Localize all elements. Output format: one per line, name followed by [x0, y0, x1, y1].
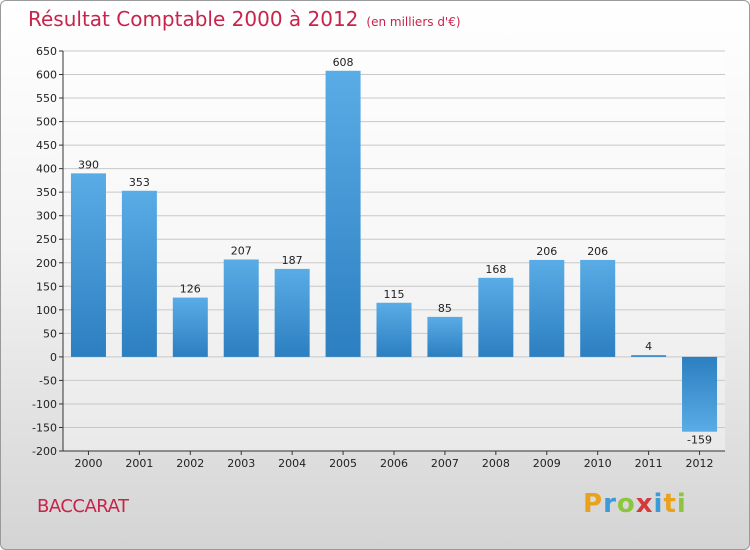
y-tick-label: 550: [36, 92, 57, 105]
bar-2001: [121, 190, 157, 357]
y-tick-label: 400: [36, 163, 57, 176]
data-label-2003: 207: [231, 244, 252, 257]
bar-2011: [631, 355, 667, 357]
x-tick-label: 2011: [635, 457, 663, 470]
bar-2003: [223, 259, 259, 357]
proxiti-logo: Proxiti: [583, 489, 687, 519]
chart-subtitle: (en milliers d'€): [366, 15, 461, 29]
bar-2010: [580, 259, 616, 357]
x-tick-label: 2005: [329, 457, 357, 470]
city-name: BACCARAT: [37, 496, 129, 517]
x-tick-label: 2002: [176, 457, 204, 470]
x-tick-label: 2003: [227, 457, 255, 470]
data-label-2002: 126: [180, 283, 201, 296]
data-label-2006: 115: [384, 288, 405, 301]
bar-2007: [427, 316, 463, 357]
data-label-2001: 353: [129, 176, 150, 189]
y-tick-label: 350: [36, 186, 57, 199]
data-label-2000: 390: [78, 158, 99, 171]
y-tick-label: -50: [39, 374, 57, 387]
bar-2012: [682, 356, 718, 432]
plot-area: [63, 51, 725, 451]
y-tick-label: 250: [36, 233, 57, 246]
data-label-2005: 608: [333, 56, 354, 69]
bar-2002: [172, 297, 208, 357]
logo-letter: t: [663, 489, 677, 519]
x-tick-label: 2008: [482, 457, 510, 470]
x-tick-label: 2006: [380, 457, 408, 470]
y-tick-label: -200: [32, 445, 57, 458]
logo-letter: i: [653, 489, 664, 519]
y-tick-label: -150: [32, 421, 57, 434]
logo-letter: P: [583, 489, 604, 519]
y-tick-label: 50: [43, 327, 57, 340]
y-tick-label: 450: [36, 139, 57, 152]
title-text: Résultat Comptable 2000 à 2012: [28, 7, 359, 31]
data-label-2009: 206: [536, 245, 557, 258]
y-tick-label: 150: [36, 280, 57, 293]
logo-letter: r: [603, 489, 617, 519]
x-tick-label: 2007: [431, 457, 459, 470]
logo-letter: x: [635, 489, 654, 519]
data-label-2007: 85: [438, 302, 452, 315]
data-label-2012: -159: [687, 434, 712, 447]
chart-title: Résultat Comptable 2000 à 2012 (en millie…: [28, 7, 461, 31]
y-tick-label: 600: [36, 69, 57, 82]
y-tick-label: 0: [50, 351, 57, 364]
x-tick-label: 2009: [533, 457, 561, 470]
y-tick-label: 500: [36, 116, 57, 129]
logo-letter: i: [676, 489, 687, 519]
y-tick-label: 650: [36, 45, 57, 58]
x-tick-label: 2012: [686, 457, 714, 470]
x-tick-label: 2004: [278, 457, 306, 470]
x-tick-label: 2010: [584, 457, 612, 470]
data-label-2004: 187: [282, 254, 303, 267]
bar-2000: [70, 173, 106, 357]
data-label-2010: 206: [587, 245, 608, 258]
bar-2005: [325, 70, 361, 357]
bar-2008: [478, 277, 514, 357]
bar-2004: [274, 268, 310, 357]
y-tick-label: 300: [36, 210, 57, 223]
y-tick-label: -100: [32, 398, 57, 411]
y-tick-label: 100: [36, 304, 57, 317]
data-label-2008: 168: [485, 263, 506, 276]
bar-2006: [376, 302, 412, 357]
logo-letter: o: [616, 489, 636, 519]
y-tick-label: 200: [36, 257, 57, 270]
x-tick-label: 2000: [74, 457, 102, 470]
data-label-2011: 4: [645, 340, 652, 353]
bar-2009: [529, 259, 565, 357]
x-tick-label: 2001: [125, 457, 153, 470]
